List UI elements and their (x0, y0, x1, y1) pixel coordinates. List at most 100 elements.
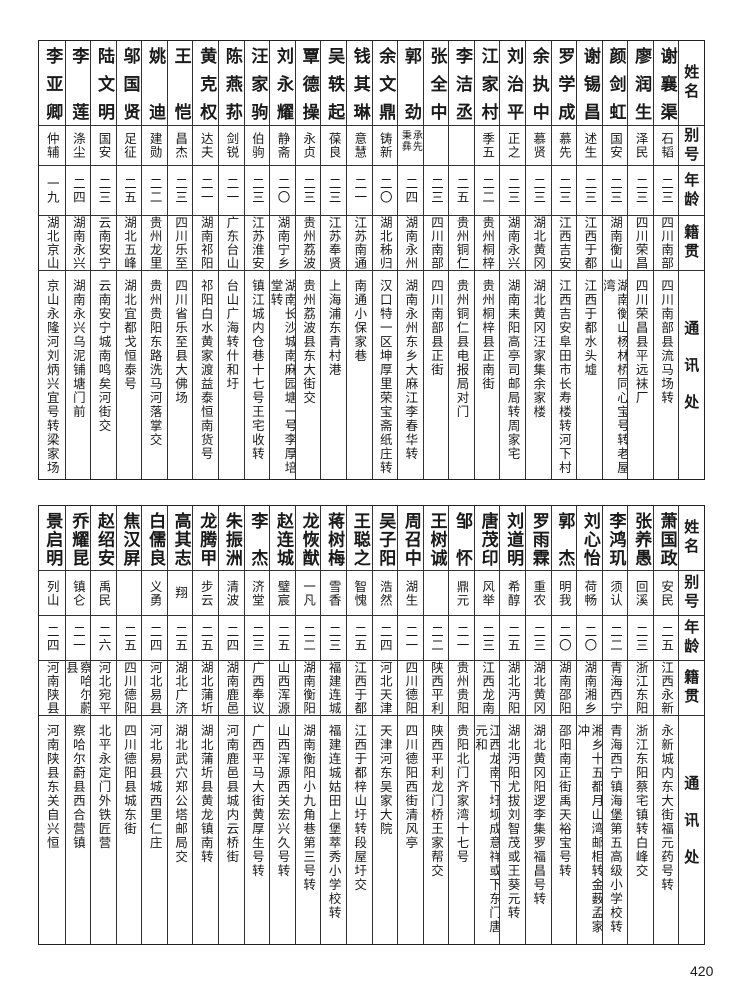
person-name: 邬国贤 (115, 41, 142, 126)
person-address-text: 四川南部县正街 (428, 279, 444, 377)
person-alias: 述生 (576, 126, 602, 166)
person-name: 李鸿玑 (601, 506, 628, 571)
person-alias: 荷畅 (576, 571, 602, 616)
person-address: 四川南部县正街 (422, 271, 449, 479)
person-name-text: 黄克权 (196, 47, 217, 126)
person-age: 二二 (473, 166, 500, 216)
person-name-text: 高其志 (170, 512, 191, 568)
person-address-text: 镇江城内仓巷十七号王宅收转 (249, 279, 265, 461)
person-alias: 步云 (192, 571, 219, 616)
person-name-text: 唐茂印 (477, 512, 498, 568)
person-address: 贵州铜仁县电报局对门 (448, 271, 474, 479)
person-native: 湖北黄冈 (524, 661, 551, 716)
person-address-text: 湖北宜都戈恒泰号 (122, 279, 138, 391)
header-address-label: 通讯处 (682, 774, 701, 886)
person-alias-text: 国安 (96, 132, 112, 159)
person-age: 二五 (652, 616, 679, 661)
person-age-text: 二五 (122, 177, 138, 204)
person-name-text: 王聪之 (349, 512, 370, 568)
person-name: 陈燕荪 (218, 41, 244, 126)
header-native-label: 籍贯 (682, 224, 701, 262)
person-age: 二一 (218, 166, 244, 216)
person-name-text: 余执中 (528, 47, 549, 126)
person-native: 湖南衡阳 (294, 661, 321, 716)
person-age: 二三 (243, 616, 270, 661)
person-age-text: 二三 (326, 624, 342, 652)
person-native: 察哈尔蔚县 (64, 661, 91, 716)
person-name: 赵绍安 (90, 506, 116, 571)
person-age: 二五 (115, 166, 142, 216)
person-alias: 鼎元 (448, 571, 474, 616)
person-native-text: 青海西宁 (607, 661, 623, 715)
person-address: 祁阳白水黄家渡益泰恒南货号 (192, 271, 218, 479)
person-native: 湖北广济 (166, 661, 193, 716)
person-alias-text: 国安 (607, 132, 623, 159)
person-native: 河北易县 (141, 661, 167, 716)
header-native: 籍贯 (678, 216, 704, 271)
person-address: 浙江东阳蔡宅镇转白峰交 (627, 716, 653, 944)
person-age-text: 一九 (44, 177, 60, 204)
person-name-text: 邹怀 (452, 512, 473, 571)
person-address: 福建连城姑田上堡萃秀小学校转 (320, 716, 346, 944)
person-address-text: 湖北黄冈汪家集余家楼 (531, 279, 547, 419)
person-age: 二二 (601, 616, 628, 661)
person-native: 湖北秭归 (371, 216, 398, 271)
person-age-text: 二三 (249, 177, 265, 204)
person-age: 二〇 (576, 616, 602, 661)
person-native: 河北天津 (371, 661, 398, 716)
person-address-text: 祁阳白水黄家渡益泰恒南货号 (198, 279, 214, 461)
person-address-text: 江西龙南下圩坝成意祥或下东门唐元和 (473, 724, 500, 934)
person-address-text: 京山永隆河刘炳兴宜号转梁家场 (44, 279, 60, 475)
person-name-text: 郭杰 (554, 512, 575, 571)
person-address: 江西于都水头墟 (576, 271, 602, 479)
person-address-text: 江西吉安阜田市长寿楼转河下村 (556, 279, 572, 475)
person-name: 邹怀 (448, 506, 474, 571)
person-native-text: 江苏奉贤 (326, 216, 342, 270)
person-alias-text: 义勇 (147, 579, 163, 607)
person-native-text: 湖北黄冈 (531, 216, 547, 270)
person-alias: 义勇 (141, 571, 167, 616)
person-name: 张全中 (422, 41, 449, 126)
person-alias: 璧宸 (269, 571, 295, 616)
person-name-text: 邬国贤 (119, 47, 140, 126)
person-name: 覃德操 (294, 41, 321, 126)
person-age: 二五 (448, 166, 474, 216)
person-age-text: 二四 (147, 624, 163, 652)
person-alias: 静斋 (269, 126, 295, 166)
person-age: 二四 (39, 616, 65, 661)
person-name: 谢襄渠 (652, 41, 679, 126)
person-native-text: 湖北京山 (44, 216, 60, 270)
person-alias: 铸新 (371, 126, 398, 166)
person-alias-text: 雪香 (326, 579, 342, 607)
person-native: 浙江东阳 (627, 661, 653, 716)
person-alias: 济堂 (243, 571, 270, 616)
person-name: 萧国政 (652, 506, 679, 571)
person-age: 二〇 (269, 166, 295, 216)
person-age: 二一 (448, 616, 474, 661)
roster-table-bottom: 姓名 别号 年龄 籍贯 通讯处 萧国政 安民 二五 江西永新 永新城内东大街福元药号转 张养愚 回溪二… (38, 505, 705, 945)
person-age: 二四 (397, 166, 423, 216)
person-alias-text: 葆良 (326, 132, 342, 159)
person-alias-text: 昌杰 (173, 132, 189, 159)
person-name-text: 刘治平 (503, 47, 524, 126)
person-address: 贵州荔波县东大街交 (294, 271, 321, 479)
person-name: 钱其琳 (345, 41, 372, 126)
person-alias: 伯驹 (243, 126, 270, 166)
person-alias: 葆良 (320, 126, 346, 166)
person-native-text: 江西永新 (659, 661, 675, 715)
person-alias-text: 剑锐 (224, 132, 240, 159)
person-native: 江苏淮安 (243, 216, 270, 271)
person-name: 陆文明 (90, 41, 116, 126)
person-age-text: 二〇 (582, 624, 598, 652)
person-age-text: 二四 (44, 624, 60, 652)
person-address-text: 天津河东吴家大院 (377, 724, 393, 836)
person-native-text: 陕西平利 (428, 661, 444, 715)
person-name-text: 赵绍安 (93, 512, 114, 568)
person-age-text: 二六 (96, 624, 112, 652)
person-alias: 雪香 (320, 571, 346, 616)
person-native-text: 江西于都 (582, 216, 598, 270)
person-alias-text: 风举 (480, 579, 496, 607)
person-native-text: 湖南祁阳 (198, 216, 214, 270)
person-name: 吴轶起 (320, 41, 346, 126)
person-name: 王树诚 (422, 506, 449, 571)
